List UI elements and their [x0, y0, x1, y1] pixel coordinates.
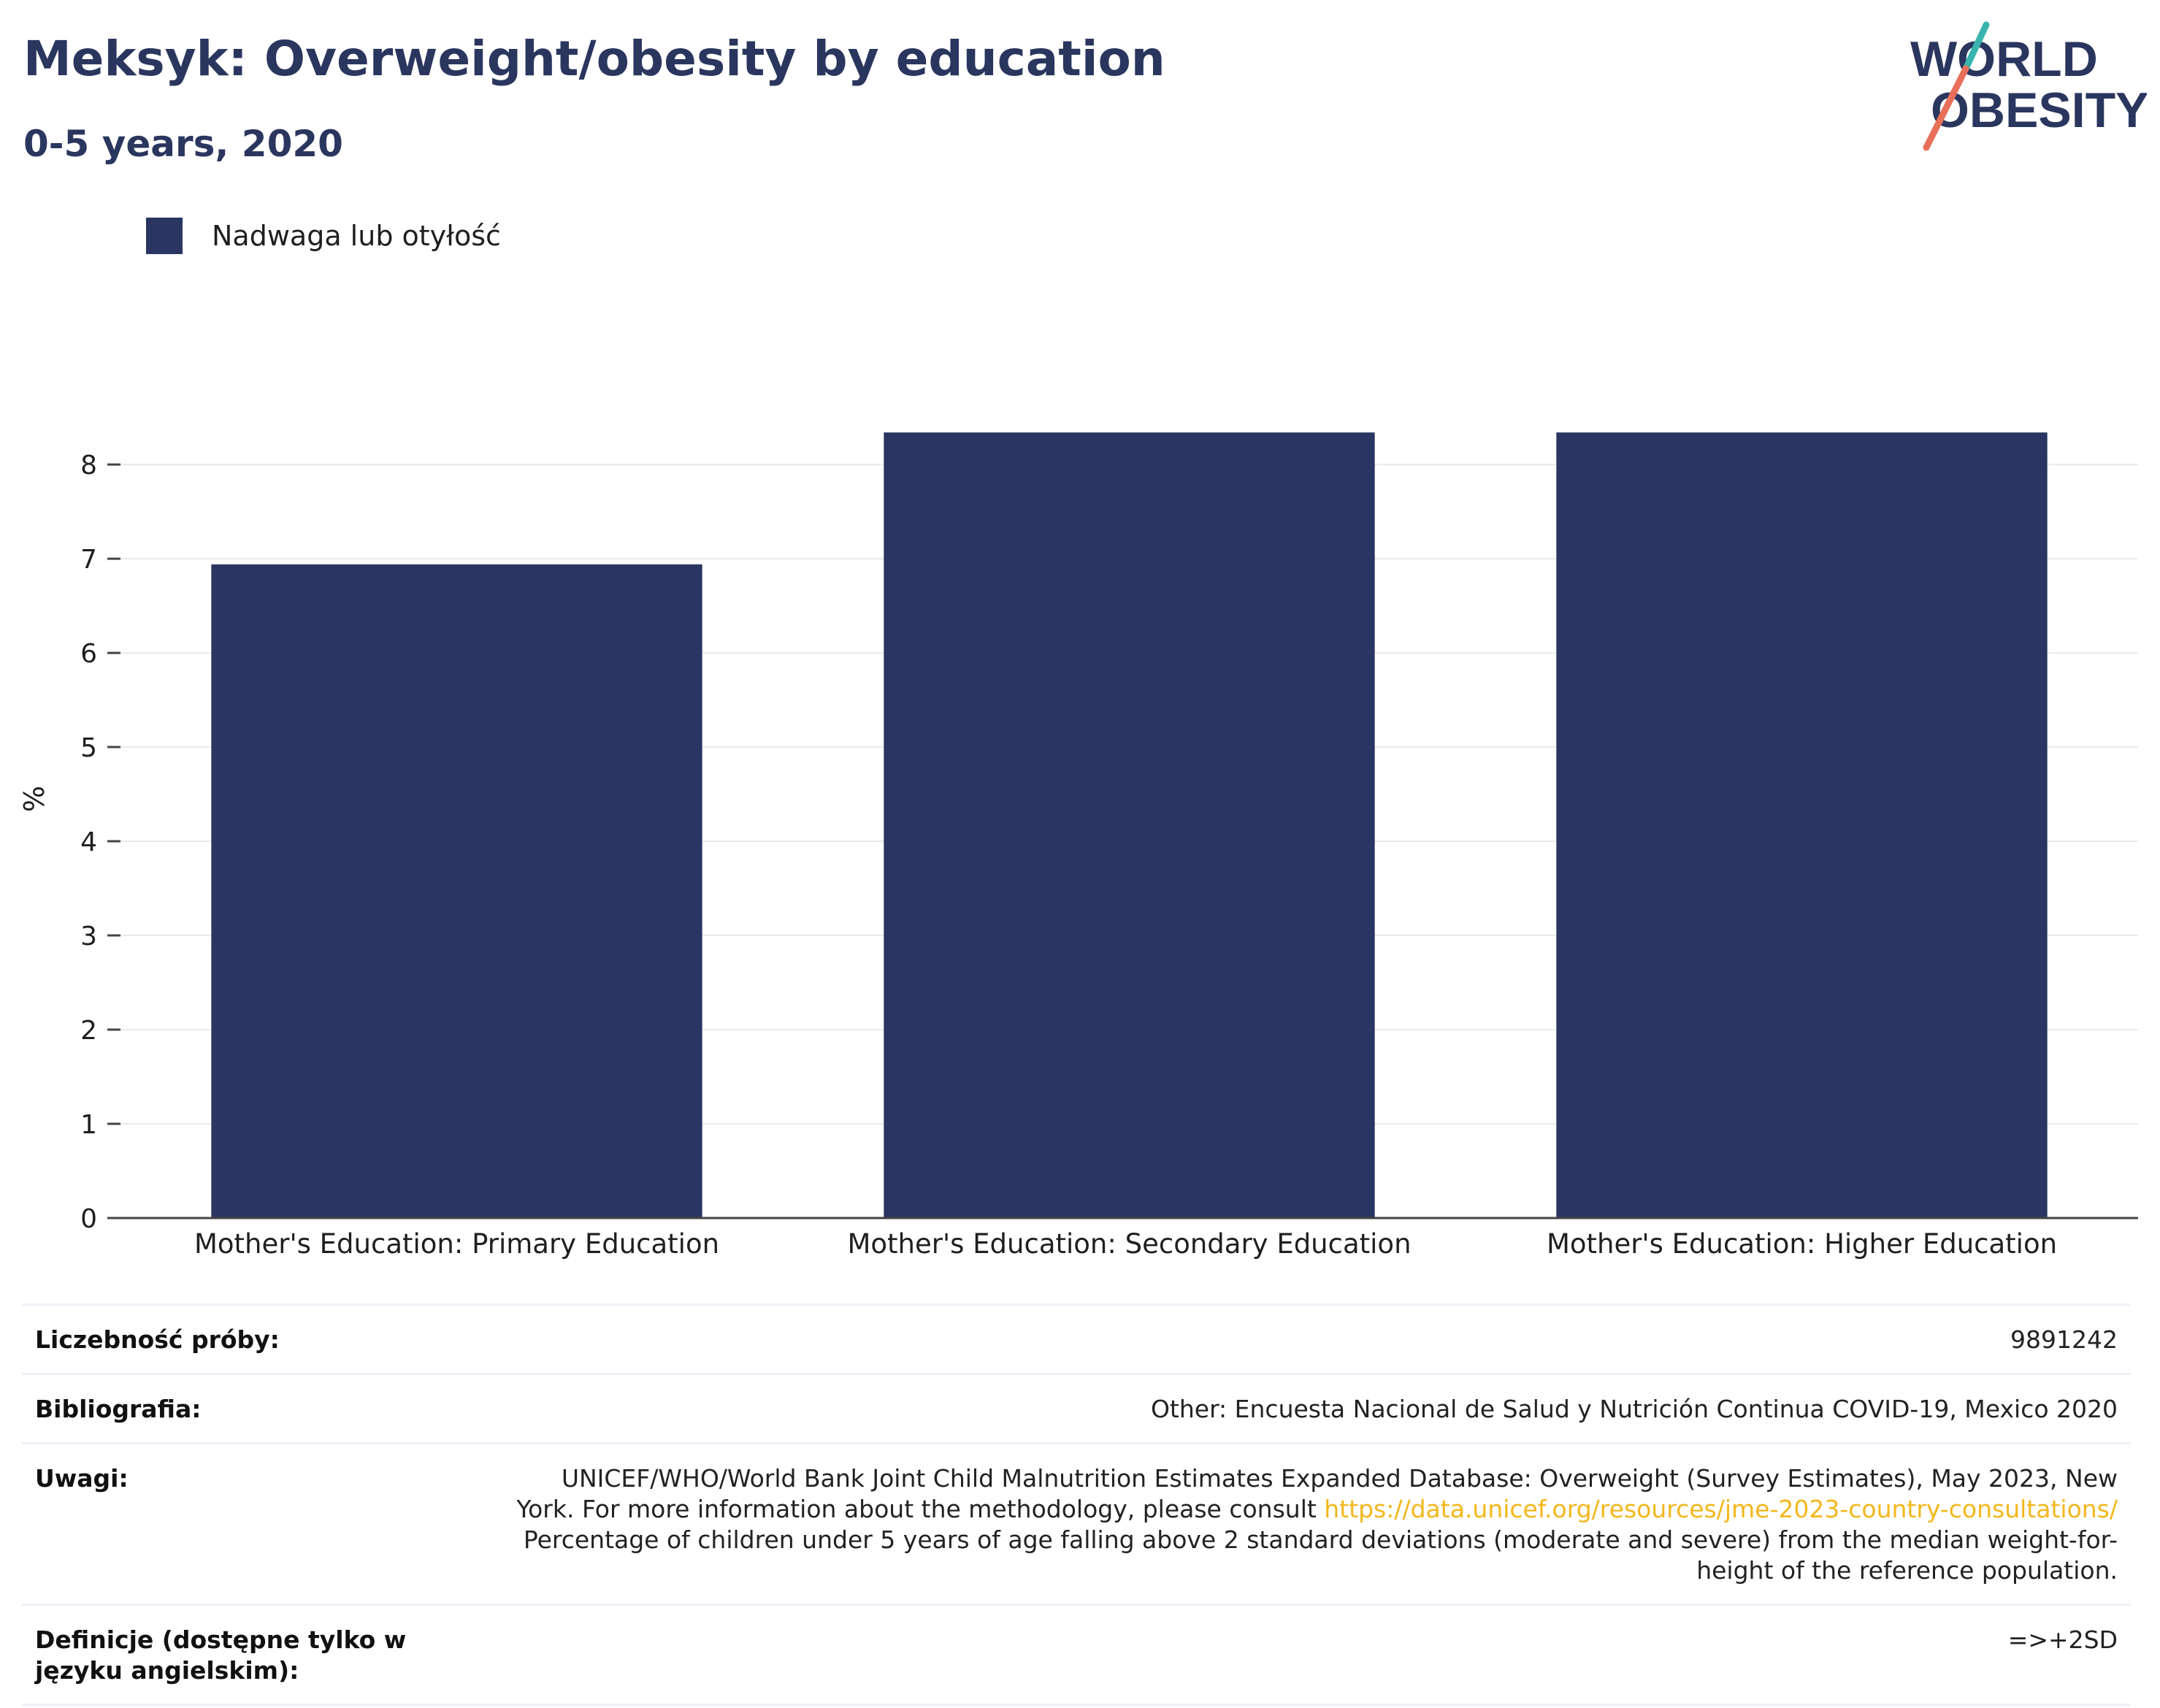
meta-value: Other: Encuesta Nacional de Salud y Nutr…: [501, 1373, 2131, 1444]
bar[interactable]: [1556, 432, 2048, 1219]
y-axis-label: %: [18, 786, 50, 812]
y-tick-label: 6: [80, 639, 97, 669]
x-tick-label: Mother's Education: Higher Education: [1547, 1228, 2057, 1260]
logo-line-2: OBESITY: [1931, 83, 2147, 138]
y-tick-label: 3: [80, 922, 97, 951]
logo-slash-bottom: [1923, 65, 1969, 151]
y-tick-label: 2: [80, 1016, 97, 1046]
y-tick-labels: 0 1 2 3 4 5 6 7 8: [80, 451, 120, 1234]
logo-slash-top: [1962, 21, 1990, 72]
x-tick-label: Mother's Education: Secondary Education: [847, 1228, 1411, 1260]
legend-swatch: [146, 218, 183, 254]
meta-key: Bibliografia:: [22, 1373, 501, 1444]
bar[interactable]: [884, 432, 1375, 1219]
legend-label: Nadwaga lub otyłość: [212, 220, 501, 252]
meta-key: Definicje (dostępne tylko w języku angie…: [22, 1604, 501, 1706]
chart-legend[interactable]: Nadwaga lub otyłość: [146, 218, 501, 254]
world-obesity-logo: WORLD OBESITY: [1910, 21, 2147, 151]
meta-row-sample-size: Liczebność próby: 9891242: [22, 1303, 2131, 1375]
x-tick-labels: Mother's Education: Primary Education Mot…: [194, 1228, 2057, 1260]
y-tick-label: 5: [80, 733, 97, 763]
meta-key: Liczebność próby:: [22, 1303, 501, 1375]
logo-line-1: WORLD: [1910, 31, 2098, 87]
notes-link[interactable]: https://data.unicef.org/resources/jme-20…: [1324, 1495, 2118, 1523]
meta-row-bibliography: Bibliografia: Other: Encuesta Nacional d…: [22, 1373, 2131, 1444]
meta-row-definitions: Definicje (dostępne tylko w języku angie…: [22, 1604, 2131, 1706]
bar-chart: 0 1 2 3 4 5 6 7 8 Mother's Education: Primary Ed…: [18, 432, 2138, 1260]
meta-value: =>+2SD: [501, 1604, 2131, 1706]
metadata-table: Liczebność próby: 9891242 Bibliografia: …: [22, 1303, 2131, 1706]
y-tick-label: 4: [80, 827, 97, 857]
bar[interactable]: [211, 564, 702, 1218]
meta-key: Uwagi:: [22, 1442, 501, 1606]
y-tick-label: 0: [80, 1204, 97, 1234]
y-tick-label: 1: [80, 1110, 97, 1140]
y-tick-label: 8: [80, 451, 97, 480]
meta-row-notes: Uwagi: UNICEF/WHO/World Bank Joint Child…: [22, 1442, 2131, 1606]
bars: [211, 432, 2048, 1219]
y-tick-label: 7: [80, 545, 97, 575]
notes-text-post: Percentage of children under 5 years of …: [523, 1525, 2118, 1585]
meta-value: 9891242: [501, 1303, 2131, 1375]
chart-title: Meksyk: Overweight/obesity by education: [23, 31, 1165, 87]
notes-text-pre: UNICEF/WHO/World Bank Joint Child Malnut…: [516, 1464, 2118, 1523]
meta-value: UNICEF/WHO/World Bank Joint Child Malnut…: [501, 1442, 2131, 1606]
chart-subtitle: 0-5 years, 2020: [23, 123, 343, 165]
x-tick-label: Mother's Education: Primary Education: [194, 1228, 719, 1260]
